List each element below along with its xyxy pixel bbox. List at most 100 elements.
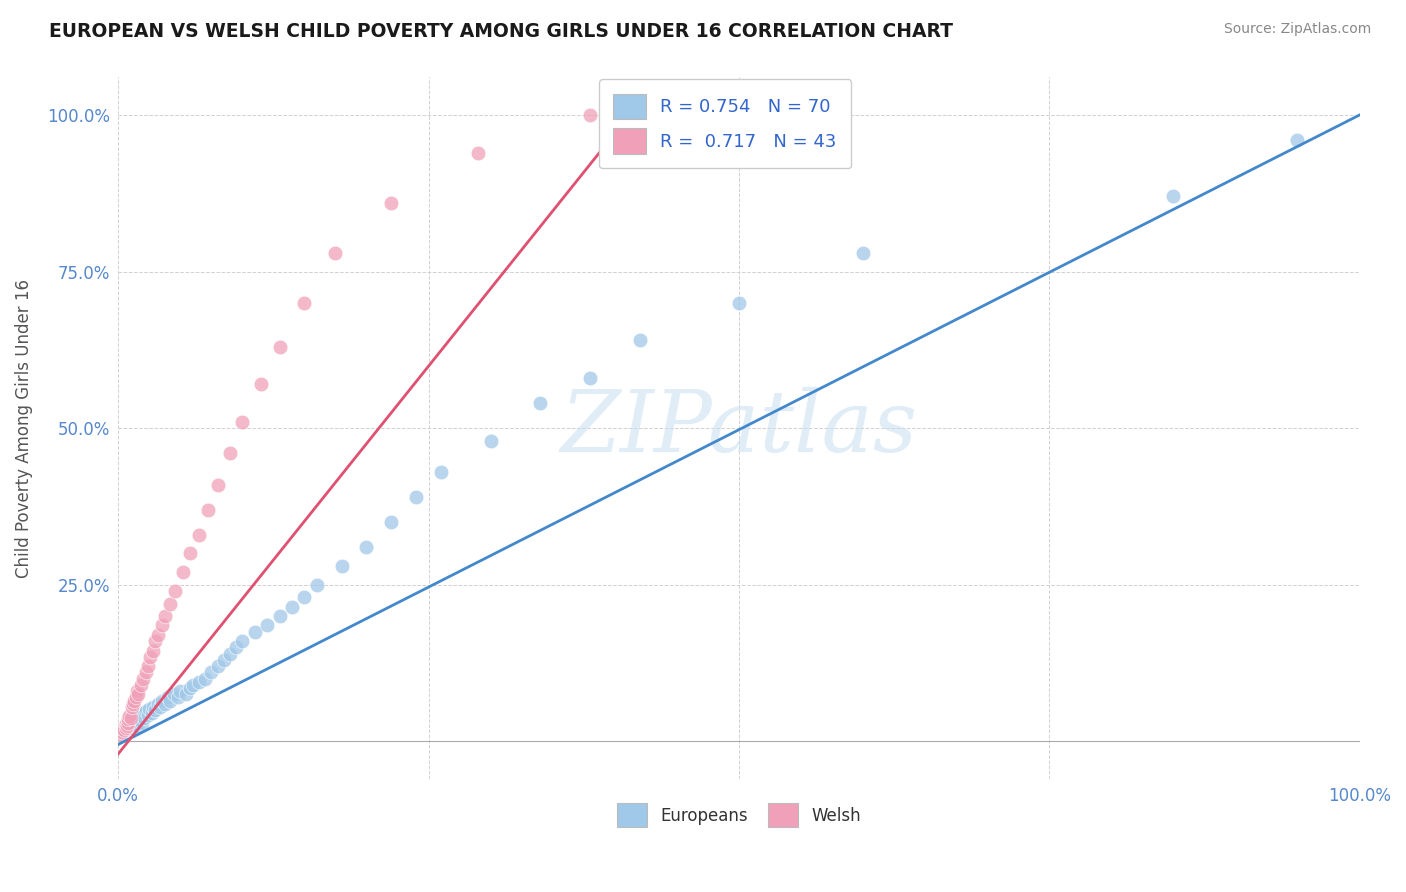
Point <box>149 699 172 714</box>
Point <box>187 527 209 541</box>
Point <box>179 681 201 695</box>
Point <box>256 618 278 632</box>
Point <box>120 721 142 735</box>
Point <box>179 546 201 560</box>
Point <box>134 710 156 724</box>
Point <box>136 708 159 723</box>
Point <box>197 502 219 516</box>
Point <box>121 719 143 733</box>
Point <box>150 693 173 707</box>
Point <box>127 709 149 723</box>
Point <box>110 728 132 742</box>
Point <box>115 716 138 731</box>
Point <box>127 687 149 701</box>
Point <box>728 296 751 310</box>
Point <box>176 687 198 701</box>
Text: EUROPEAN VS WELSH CHILD POVERTY AMONG GIRLS UNDER 16 CORRELATION CHART: EUROPEAN VS WELSH CHILD POVERTY AMONG GI… <box>49 22 953 41</box>
Text: ZIPatlas: ZIPatlas <box>561 387 918 469</box>
Point <box>132 672 155 686</box>
Point <box>112 721 135 735</box>
Point <box>115 719 138 733</box>
Point <box>325 245 347 260</box>
Point <box>138 702 160 716</box>
Text: Source: ZipAtlas.com: Source: ZipAtlas.com <box>1223 22 1371 37</box>
Point <box>112 722 135 736</box>
Point <box>129 708 152 723</box>
Point <box>124 690 146 705</box>
Point <box>139 649 162 664</box>
Point <box>405 490 427 504</box>
Point <box>118 723 141 737</box>
Point <box>146 628 169 642</box>
Point <box>112 728 135 742</box>
Point <box>172 566 194 580</box>
Point <box>194 672 217 686</box>
Point <box>269 609 291 624</box>
Point <box>187 674 209 689</box>
Point <box>118 709 141 723</box>
Point <box>529 396 551 410</box>
Point <box>141 706 163 721</box>
Point <box>117 715 139 730</box>
Point <box>169 684 191 698</box>
Point <box>165 584 187 599</box>
Point <box>159 693 181 707</box>
Point <box>380 195 402 210</box>
Point <box>135 665 157 680</box>
Point <box>294 591 316 605</box>
Point <box>110 722 132 736</box>
Point <box>114 727 136 741</box>
Point <box>125 719 148 733</box>
Point <box>852 245 875 260</box>
Point <box>132 706 155 721</box>
Point <box>129 678 152 692</box>
Point <box>156 690 179 705</box>
Point <box>294 296 316 310</box>
Point <box>231 634 253 648</box>
Point <box>112 725 135 739</box>
Point <box>112 723 135 737</box>
Point <box>142 699 165 714</box>
Point <box>135 704 157 718</box>
Point <box>145 634 167 648</box>
Point <box>200 665 222 680</box>
Point <box>207 659 229 673</box>
Point <box>628 334 651 348</box>
Legend: Europeans, Welsh: Europeans, Welsh <box>610 797 868 834</box>
Point <box>120 710 142 724</box>
Point <box>159 597 181 611</box>
Point <box>111 723 134 737</box>
Point <box>243 624 266 639</box>
Point <box>305 578 328 592</box>
Point <box>120 713 142 727</box>
Point <box>356 540 378 554</box>
Point <box>166 690 188 705</box>
Y-axis label: Child Poverty Among Girls Under 16: Child Poverty Among Girls Under 16 <box>15 278 32 578</box>
Point <box>181 678 204 692</box>
Point <box>269 340 291 354</box>
Point <box>124 714 146 729</box>
Point <box>131 715 153 730</box>
Point <box>479 434 502 448</box>
Point <box>114 719 136 733</box>
Point <box>467 145 489 160</box>
Point <box>579 371 602 385</box>
Point <box>150 618 173 632</box>
Point <box>146 697 169 711</box>
Point <box>117 722 139 736</box>
Point <box>117 713 139 727</box>
Point <box>125 684 148 698</box>
Point <box>136 659 159 673</box>
Point <box>380 515 402 529</box>
Point <box>117 715 139 730</box>
Point <box>207 477 229 491</box>
Point <box>155 609 177 624</box>
Point <box>231 415 253 429</box>
Point <box>121 699 143 714</box>
Point <box>250 377 273 392</box>
Point <box>145 703 167 717</box>
Point <box>114 716 136 731</box>
Point <box>430 465 453 479</box>
Point <box>281 599 304 614</box>
Point <box>163 687 186 701</box>
